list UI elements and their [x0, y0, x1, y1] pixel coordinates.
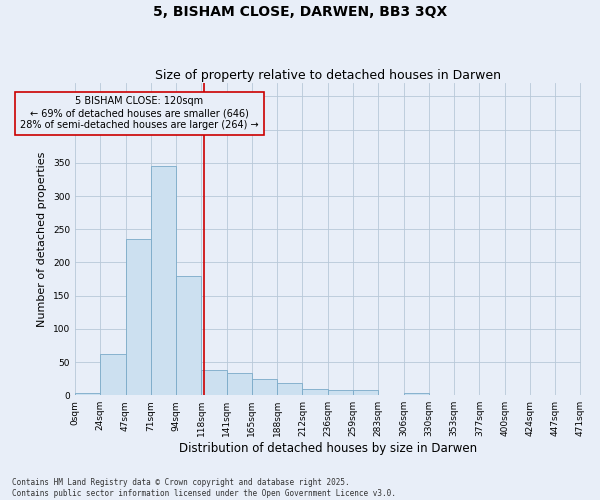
Bar	[100, 354, 125, 395]
Text: 5 BISHAM CLOSE: 120sqm
← 69% of detached houses are smaller (646)
28% of semi-de: 5 BISHAM CLOSE: 120sqm ← 69% of detached…	[20, 96, 259, 130]
Y-axis label: Number of detached properties: Number of detached properties	[37, 152, 47, 327]
X-axis label: Distribution of detached houses by size in Darwen: Distribution of detached houses by size …	[179, 442, 477, 455]
Text: 5, BISHAM CLOSE, DARWEN, BB3 3QX: 5, BISHAM CLOSE, DARWEN, BB3 3QX	[153, 5, 447, 19]
Bar	[302, 388, 328, 395]
Bar	[227, 374, 252, 395]
Bar	[252, 378, 277, 395]
Bar	[404, 393, 429, 395]
Bar	[277, 384, 302, 395]
Bar	[328, 390, 353, 395]
Bar	[151, 166, 176, 395]
Bar	[176, 276, 202, 395]
Bar	[125, 239, 151, 395]
Bar	[75, 393, 100, 395]
Bar	[202, 370, 227, 395]
Title: Size of property relative to detached houses in Darwen: Size of property relative to detached ho…	[155, 69, 501, 82]
Text: Contains HM Land Registry data © Crown copyright and database right 2025.
Contai: Contains HM Land Registry data © Crown c…	[12, 478, 396, 498]
Bar	[353, 390, 378, 395]
